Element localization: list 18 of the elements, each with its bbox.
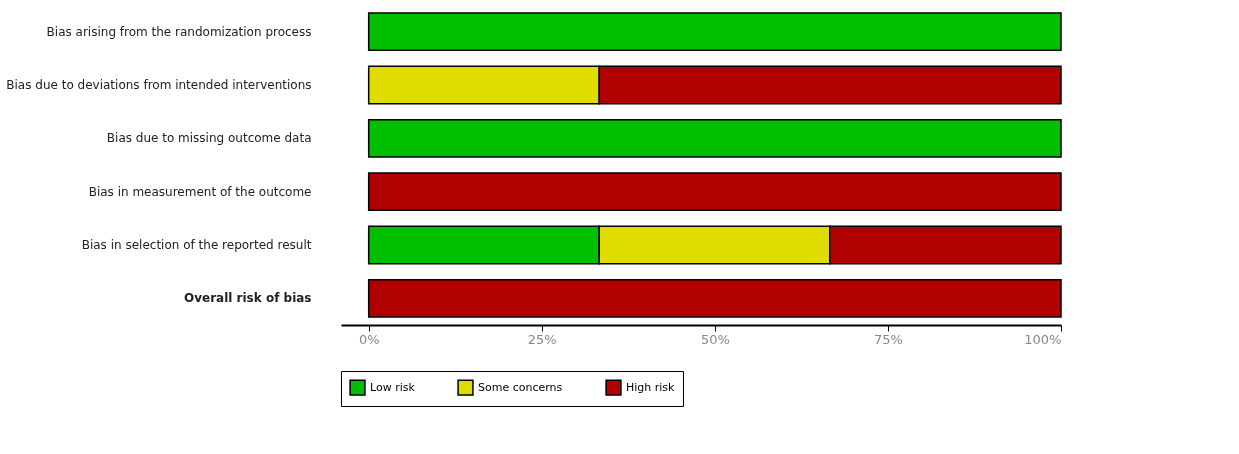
legend-label: High risk — [626, 380, 676, 394]
x-tick-label: 0% — [358, 331, 380, 347]
x-tick-label: 75% — [873, 331, 903, 347]
y-tick-label: Bias due to missing outcome data — [106, 131, 312, 146]
y-tick-label: Bias in measurement of the outcome — [88, 184, 312, 199]
y-tick-label: Bias in selection of the reported result — [81, 238, 312, 252]
x-tick-label: 25% — [527, 331, 557, 347]
y-tick-label: Bias due to deviations from intended interventions — [6, 78, 312, 92]
bar — [367, 12, 1062, 52]
x-tick-label: 100% — [1024, 331, 1062, 347]
bar — [367, 118, 1062, 158]
legend-label: Low risk — [370, 380, 416, 394]
bar — [367, 278, 1062, 318]
x-tick-label: 50% — [700, 331, 730, 347]
y-tick-label: Bias arising from the randomization process — [46, 24, 312, 39]
bar — [367, 172, 1062, 212]
legend-label: Some concerns — [478, 380, 563, 394]
y-tick-label: Overall risk of bias — [184, 291, 312, 306]
